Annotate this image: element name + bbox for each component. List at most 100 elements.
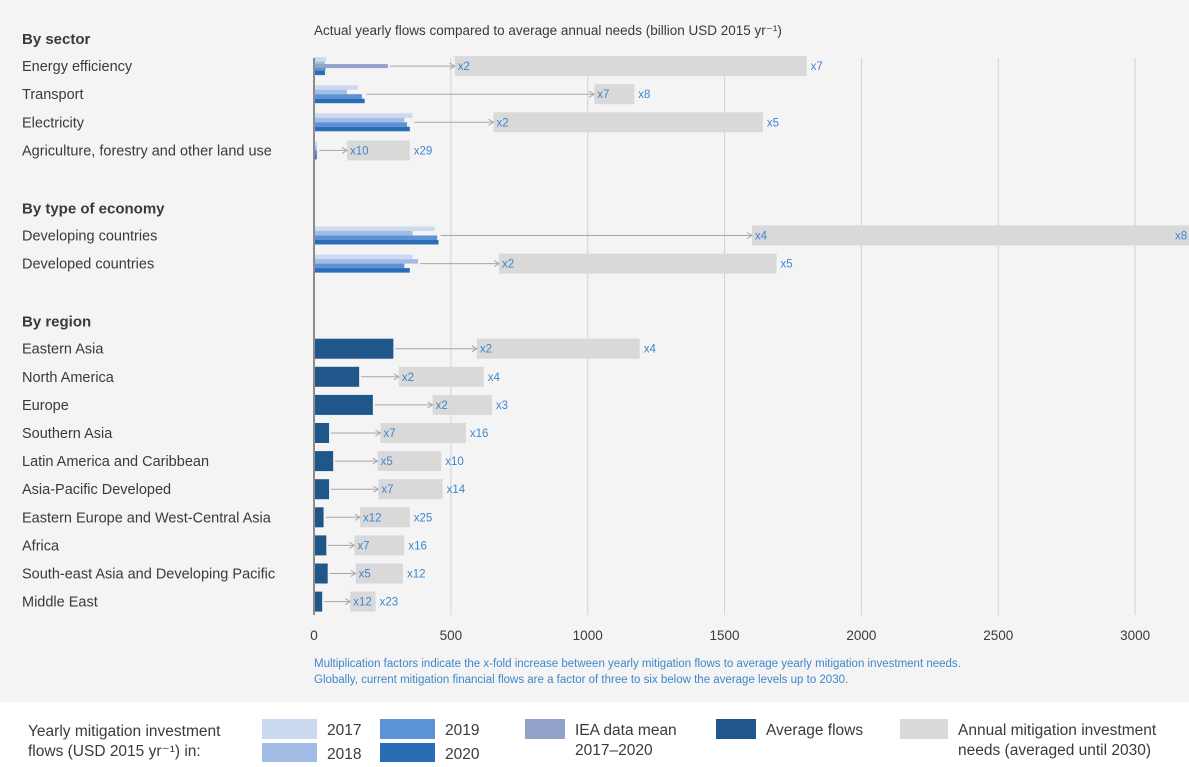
legend-label: IEA data mean bbox=[575, 722, 677, 739]
factor-high-label: x3 bbox=[496, 400, 508, 412]
legend-label: 2019 bbox=[445, 722, 479, 739]
flow-bar-y2019 bbox=[314, 150, 318, 155]
flow-bar-y2017 bbox=[314, 254, 413, 260]
row-label: Transport bbox=[22, 87, 84, 103]
factor-high-label: x23 bbox=[380, 597, 399, 609]
average-flow-bar bbox=[314, 591, 323, 612]
legend-swatch-y2020 bbox=[380, 743, 435, 763]
factor-high-label: x8 bbox=[1175, 231, 1187, 243]
flow-bar-y2020 bbox=[314, 268, 410, 273]
row-label: Latin America and Caribbean bbox=[22, 454, 209, 470]
arrow-head bbox=[493, 260, 500, 268]
legend-swatch-need bbox=[900, 719, 948, 739]
arrow-head bbox=[588, 90, 596, 98]
need-bar bbox=[493, 112, 763, 133]
average-flow-bar bbox=[314, 479, 330, 500]
need-bar bbox=[398, 366, 484, 387]
row-label: Energy efficiency bbox=[22, 59, 133, 75]
flow-bar-y2017 bbox=[314, 226, 435, 231]
factor-high-label: x25 bbox=[414, 512, 433, 524]
factor-high-label: x12 bbox=[407, 569, 426, 581]
legend-label: 2017 bbox=[327, 722, 361, 739]
factor-low-label: x7 bbox=[381, 484, 393, 496]
legend-label: needs (averaged until 2030) bbox=[958, 742, 1151, 759]
legend-label: 2018 bbox=[327, 746, 361, 762]
x-tick-label: 2000 bbox=[846, 628, 876, 643]
row-label: Africa bbox=[22, 538, 60, 554]
factor-low-label: x7 bbox=[383, 428, 395, 440]
row-label: North America bbox=[22, 370, 115, 386]
factor-high-label: x16 bbox=[470, 428, 489, 440]
factor-high-label: x8 bbox=[638, 89, 650, 101]
row-label: Electricity bbox=[22, 115, 85, 131]
group-heading: By type of economy bbox=[22, 200, 165, 217]
average-flow-bar bbox=[314, 366, 360, 387]
need-bar bbox=[594, 84, 635, 105]
need-bar bbox=[380, 423, 466, 443]
arrow-head bbox=[488, 118, 495, 126]
average-flow-bar bbox=[314, 563, 328, 584]
legend-swatch-y2017 bbox=[262, 719, 317, 739]
flow-bar-y2017 bbox=[314, 141, 318, 146]
arrow-head bbox=[354, 513, 361, 521]
arrow-head bbox=[372, 457, 379, 465]
row-label: Southern Asia bbox=[22, 426, 113, 442]
average-flow-bar bbox=[314, 507, 324, 528]
flow-bar-y2019 bbox=[314, 122, 408, 127]
row-label: South-east Asia and Developing Pacific bbox=[22, 567, 275, 583]
legend-swatch-y2019 bbox=[380, 719, 435, 739]
legend-label: 2017–2020 bbox=[575, 742, 653, 759]
chart-title: Actual yearly flows compared to average … bbox=[314, 23, 782, 38]
need-bar bbox=[355, 563, 403, 584]
factor-low-label: x7 bbox=[357, 540, 369, 552]
arrow-head bbox=[375, 429, 382, 437]
factor-low-label: x12 bbox=[363, 512, 382, 524]
arrow-head bbox=[471, 345, 478, 353]
average-flow-bar bbox=[314, 338, 394, 359]
flow-bar-y2018 bbox=[314, 231, 413, 236]
arrow-head bbox=[344, 598, 352, 606]
flow-bar-y2020 bbox=[314, 70, 325, 76]
factor-low-label: x2 bbox=[497, 117, 509, 129]
legend-swatch-iea bbox=[525, 719, 565, 739]
x-tick-label: 2500 bbox=[983, 628, 1013, 643]
x-tick-label: 500 bbox=[440, 628, 463, 643]
factor-low-label: x5 bbox=[359, 569, 371, 581]
legend-swatch-y2018 bbox=[262, 743, 317, 763]
arrow-head bbox=[746, 232, 753, 239]
factor-low-label: x7 bbox=[597, 89, 609, 101]
need-bar bbox=[354, 535, 405, 556]
arrow-head bbox=[449, 62, 456, 70]
average-flow-bar bbox=[314, 423, 330, 443]
flow-bar-y2020 bbox=[314, 154, 317, 160]
factor-low-label: x2 bbox=[480, 344, 492, 356]
row-label: Developed countries bbox=[22, 257, 154, 273]
x-tick-label: 1000 bbox=[573, 628, 603, 643]
footnote-line: Multiplication factors indicate the x-fo… bbox=[314, 658, 961, 670]
x-tick-label: 0 bbox=[310, 628, 318, 643]
flow-bar-y2020 bbox=[314, 126, 410, 132]
flow-bar-y2019 bbox=[314, 66, 326, 71]
factor-low-label: x2 bbox=[458, 61, 470, 73]
factor-low-label: x4 bbox=[755, 231, 768, 243]
arrow-head bbox=[350, 570, 357, 577]
flow-bar-y2017 bbox=[314, 113, 413, 118]
arrow-head bbox=[393, 373, 400, 381]
flow-bar-y2019 bbox=[314, 263, 405, 269]
flow-bar-y2019 bbox=[314, 94, 362, 99]
factor-high-label: x16 bbox=[408, 540, 427, 552]
legend-label: Average flows bbox=[766, 722, 863, 739]
need-bar bbox=[359, 507, 410, 528]
factor-low-label: x5 bbox=[381, 456, 393, 468]
arrow-head bbox=[373, 485, 380, 493]
flow-bar-y2020 bbox=[314, 240, 439, 245]
flow-bar-y2017 bbox=[314, 57, 327, 62]
average-flow-bar bbox=[314, 451, 334, 472]
factor-low-label: x10 bbox=[350, 145, 369, 157]
factor-high-label: x14 bbox=[447, 484, 466, 496]
average-flow-bar bbox=[314, 394, 373, 415]
factor-high-label: x4 bbox=[488, 372, 501, 384]
flow-bar-y2020 bbox=[314, 98, 365, 104]
flow-bar-y2018 bbox=[314, 145, 317, 151]
